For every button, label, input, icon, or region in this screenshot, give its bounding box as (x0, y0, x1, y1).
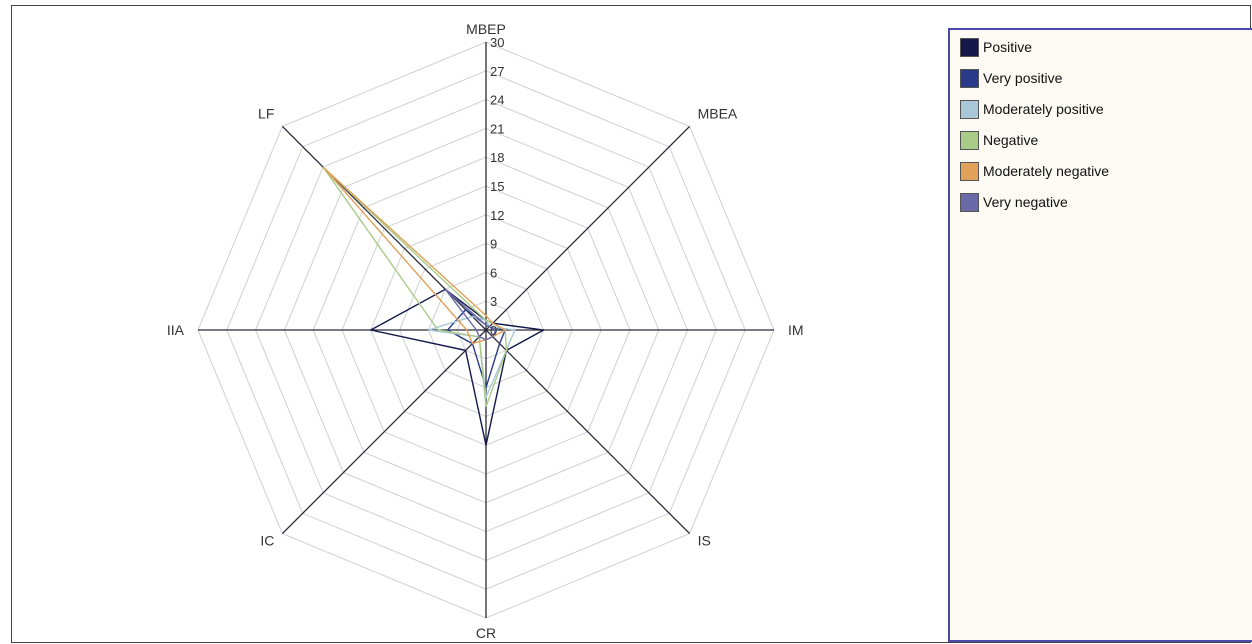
legend-label: Moderately positive (983, 101, 1104, 117)
axis-label: LF (258, 105, 274, 121)
tick-label: 15 (490, 179, 504, 194)
tick-label: 27 (490, 64, 504, 79)
legend-swatch (960, 68, 979, 88)
radar-series (322, 166, 546, 446)
tick-label: 9 (490, 237, 497, 252)
legend-item: Moderately positive (960, 97, 1104, 121)
legend-label: Very positive (983, 70, 1063, 86)
tick-label: 18 (490, 150, 504, 165)
tick-label: 0 (490, 323, 497, 338)
axis-label: IC (260, 533, 274, 549)
axis-spoke (281, 125, 487, 331)
legend-item: Very positive (960, 66, 1062, 90)
legend-label: Moderately negative (983, 163, 1110, 179)
series-line (444, 288, 497, 341)
legend: Positive Very positive Moderately positive… (948, 28, 1252, 642)
axis-label: MBEP (466, 21, 506, 37)
legend-item: Very negative (960, 190, 1068, 214)
legend-swatch (960, 37, 979, 57)
tick-label: 30 (490, 35, 504, 50)
legend-label: Positive (983, 39, 1033, 55)
legend-swatch (960, 192, 979, 212)
series-line (322, 166, 508, 408)
axis-label: MBEA (698, 105, 738, 121)
radar-chart: MBEP MBEA IM IS CR IC IIA LF 0 3 6 9 12 15 18 21 24 27 30 (167, 21, 804, 641)
legend-swatch (960, 130, 979, 150)
series-line (428, 315, 516, 400)
axis-spoke (485, 329, 691, 535)
axis-label: IM (788, 322, 804, 338)
axis-spoke (281, 329, 487, 535)
legend-swatch (960, 99, 979, 119)
legend-label: Very negative (983, 194, 1068, 210)
radar-axes (198, 42, 774, 618)
axis-label: IS (698, 533, 711, 549)
axis-spoke (485, 125, 691, 331)
series-line (368, 288, 546, 446)
tick-label: 21 (490, 121, 504, 136)
legend-item: Positive (960, 35, 1032, 59)
legend-label: Negative (983, 132, 1039, 148)
chart-frame: MBEP MBEA IM IS CR IC IIA LF 0 3 6 9 12 15 18 21 24 27 30 … (11, 5, 1252, 643)
legend-item: Moderately negative (960, 159, 1109, 183)
legend-swatch (960, 161, 979, 181)
axis-label: CR (476, 625, 496, 641)
tick-label: 24 (490, 93, 504, 108)
tick-label: 12 (490, 208, 504, 223)
tick-label: 6 (490, 265, 497, 280)
tick-label: 3 (490, 294, 497, 309)
legend-item: Negative (960, 128, 1038, 152)
axis-label: IIA (167, 322, 185, 338)
radar-labels: MBEP MBEA IM IS CR IC IIA LF 0 3 6 9 12 15 18 21 24 27 30 (167, 21, 804, 641)
